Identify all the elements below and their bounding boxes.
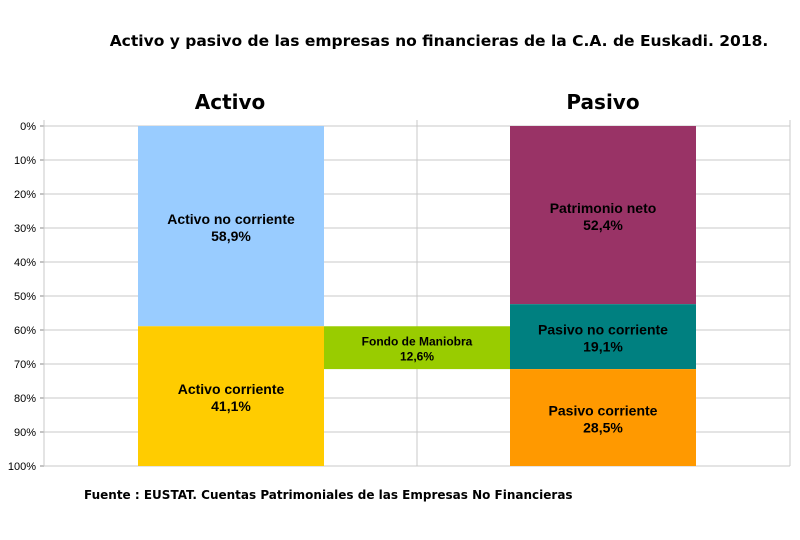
y-tick-label: 70% xyxy=(14,359,36,371)
bar-segment xyxy=(510,304,696,370)
segment-label: Activo corriente xyxy=(178,381,285,397)
y-tick-label: 20% xyxy=(14,189,36,201)
bar-segment xyxy=(138,126,324,327)
segment-label: Activo no corriente xyxy=(167,211,295,227)
segment-value-label: 58,9% xyxy=(211,228,251,244)
segment-label: Pasivo no corriente xyxy=(538,322,668,338)
bar-segment xyxy=(510,369,696,466)
tick-labels: 0% 10% 20% 30% 40% 50% 60% 70% 80% 90% 100% xyxy=(8,121,36,473)
chart-title: Activo y pasivo de las empresas no finan… xyxy=(109,32,769,50)
segment-value-label: 41,1% xyxy=(211,398,251,414)
bar-segment xyxy=(510,126,696,305)
y-tick-label: 60% xyxy=(14,325,36,337)
segment-value-label: 19,1% xyxy=(583,339,623,355)
y-tick-label: 90% xyxy=(14,427,36,439)
segment-value-label: 52,4% xyxy=(583,217,623,233)
source-note: Fuente : EUSTAT. Cuentas Patrimoniales d… xyxy=(84,488,573,502)
y-tick-label: 0% xyxy=(20,121,36,133)
bar-segment xyxy=(138,326,324,466)
y-tick-label: 100% xyxy=(8,461,36,473)
y-tick-label: 40% xyxy=(14,257,36,269)
y-tick-label: 10% xyxy=(14,155,36,167)
column-header-activo: Activo xyxy=(194,90,266,114)
column-header-pasivo: Pasivo xyxy=(566,90,640,114)
segment-label: Fondo de Maniobra xyxy=(362,335,473,349)
segment-value-label: 12,6% xyxy=(400,350,434,364)
y-tick-label: 80% xyxy=(14,393,36,405)
segment-label: Pasivo corriente xyxy=(549,403,658,419)
y-tick-label: 50% xyxy=(14,291,36,303)
segment-value-label: 28,5% xyxy=(583,420,623,436)
segment-label: Patrimonio neto xyxy=(550,200,657,216)
bar-segment xyxy=(324,326,510,370)
y-tick-label: 30% xyxy=(14,223,36,235)
